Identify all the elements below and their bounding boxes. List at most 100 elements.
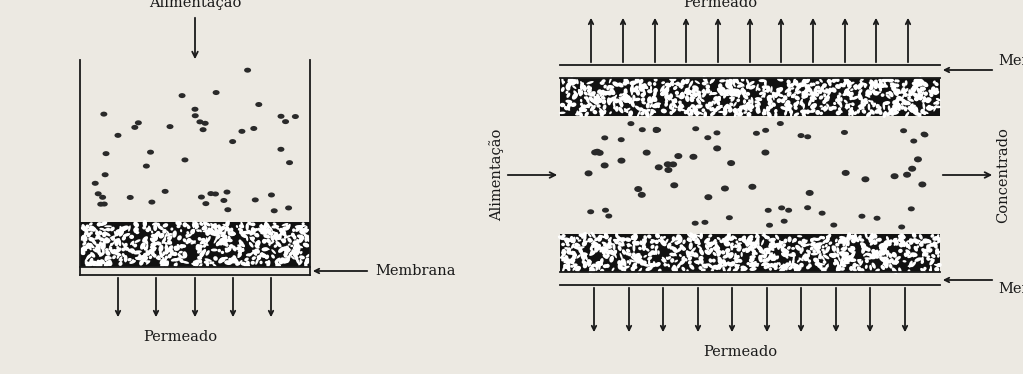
Ellipse shape bbox=[608, 98, 613, 103]
Ellipse shape bbox=[825, 244, 828, 248]
Ellipse shape bbox=[653, 127, 660, 132]
Ellipse shape bbox=[265, 255, 269, 259]
Ellipse shape bbox=[270, 232, 273, 235]
Ellipse shape bbox=[225, 220, 230, 227]
Ellipse shape bbox=[903, 172, 911, 178]
Ellipse shape bbox=[893, 238, 896, 244]
Ellipse shape bbox=[898, 234, 902, 239]
Ellipse shape bbox=[101, 245, 105, 249]
Ellipse shape bbox=[678, 102, 684, 108]
Ellipse shape bbox=[839, 249, 846, 254]
Ellipse shape bbox=[810, 92, 817, 96]
Ellipse shape bbox=[154, 233, 158, 236]
Ellipse shape bbox=[742, 104, 748, 110]
Ellipse shape bbox=[143, 163, 150, 169]
Ellipse shape bbox=[251, 223, 256, 226]
Ellipse shape bbox=[280, 258, 287, 262]
Ellipse shape bbox=[802, 111, 806, 117]
Ellipse shape bbox=[797, 82, 803, 88]
Ellipse shape bbox=[129, 260, 136, 264]
Ellipse shape bbox=[902, 83, 905, 87]
Ellipse shape bbox=[276, 227, 279, 230]
Ellipse shape bbox=[742, 236, 746, 240]
Ellipse shape bbox=[812, 237, 818, 241]
Ellipse shape bbox=[179, 258, 183, 263]
Ellipse shape bbox=[611, 249, 616, 255]
Ellipse shape bbox=[559, 111, 566, 114]
Ellipse shape bbox=[769, 246, 774, 251]
Ellipse shape bbox=[296, 250, 299, 255]
Ellipse shape bbox=[675, 91, 679, 95]
Ellipse shape bbox=[755, 104, 758, 108]
Ellipse shape bbox=[619, 98, 622, 102]
Ellipse shape bbox=[763, 92, 766, 96]
Ellipse shape bbox=[699, 249, 704, 255]
Ellipse shape bbox=[654, 78, 658, 82]
Ellipse shape bbox=[270, 235, 274, 241]
Ellipse shape bbox=[640, 84, 646, 89]
Ellipse shape bbox=[603, 110, 607, 114]
Ellipse shape bbox=[272, 231, 277, 234]
Ellipse shape bbox=[769, 263, 774, 267]
Ellipse shape bbox=[182, 222, 187, 227]
Ellipse shape bbox=[568, 247, 571, 251]
Ellipse shape bbox=[576, 243, 580, 246]
Ellipse shape bbox=[755, 263, 759, 267]
Ellipse shape bbox=[641, 101, 647, 104]
Ellipse shape bbox=[667, 243, 671, 249]
Ellipse shape bbox=[699, 266, 703, 270]
Ellipse shape bbox=[695, 110, 699, 114]
Ellipse shape bbox=[562, 77, 564, 85]
Ellipse shape bbox=[759, 79, 766, 82]
Ellipse shape bbox=[109, 227, 115, 231]
Ellipse shape bbox=[894, 240, 899, 246]
Ellipse shape bbox=[686, 254, 691, 258]
Ellipse shape bbox=[874, 250, 878, 254]
Ellipse shape bbox=[686, 238, 692, 241]
Ellipse shape bbox=[102, 151, 109, 156]
Ellipse shape bbox=[921, 257, 924, 262]
Ellipse shape bbox=[305, 226, 308, 231]
Ellipse shape bbox=[809, 83, 813, 87]
Ellipse shape bbox=[804, 240, 808, 244]
Ellipse shape bbox=[673, 82, 679, 85]
Ellipse shape bbox=[750, 243, 757, 246]
Ellipse shape bbox=[824, 97, 827, 103]
Ellipse shape bbox=[788, 88, 792, 91]
Ellipse shape bbox=[781, 249, 787, 254]
Ellipse shape bbox=[709, 92, 716, 95]
Ellipse shape bbox=[80, 235, 85, 241]
Ellipse shape bbox=[898, 224, 905, 230]
Ellipse shape bbox=[802, 239, 806, 243]
Ellipse shape bbox=[909, 239, 915, 245]
Ellipse shape bbox=[279, 228, 283, 233]
Ellipse shape bbox=[676, 246, 682, 252]
Ellipse shape bbox=[646, 102, 650, 108]
Ellipse shape bbox=[752, 249, 756, 254]
Ellipse shape bbox=[143, 255, 146, 257]
Ellipse shape bbox=[124, 243, 128, 247]
Ellipse shape bbox=[819, 267, 828, 270]
Ellipse shape bbox=[95, 246, 100, 251]
Ellipse shape bbox=[829, 107, 833, 111]
Ellipse shape bbox=[847, 81, 851, 88]
Ellipse shape bbox=[260, 252, 266, 258]
Ellipse shape bbox=[120, 259, 123, 262]
Ellipse shape bbox=[143, 239, 147, 243]
Ellipse shape bbox=[765, 257, 770, 262]
Ellipse shape bbox=[213, 90, 220, 95]
Ellipse shape bbox=[569, 252, 573, 255]
Ellipse shape bbox=[851, 110, 854, 116]
Ellipse shape bbox=[662, 90, 667, 95]
Ellipse shape bbox=[119, 227, 127, 232]
Ellipse shape bbox=[204, 260, 209, 264]
Ellipse shape bbox=[133, 227, 137, 232]
Ellipse shape bbox=[133, 243, 137, 248]
Ellipse shape bbox=[583, 264, 587, 268]
Ellipse shape bbox=[298, 225, 303, 229]
Ellipse shape bbox=[805, 91, 807, 95]
Ellipse shape bbox=[694, 108, 698, 112]
Ellipse shape bbox=[749, 81, 755, 85]
Ellipse shape bbox=[227, 238, 232, 242]
Ellipse shape bbox=[813, 243, 818, 250]
